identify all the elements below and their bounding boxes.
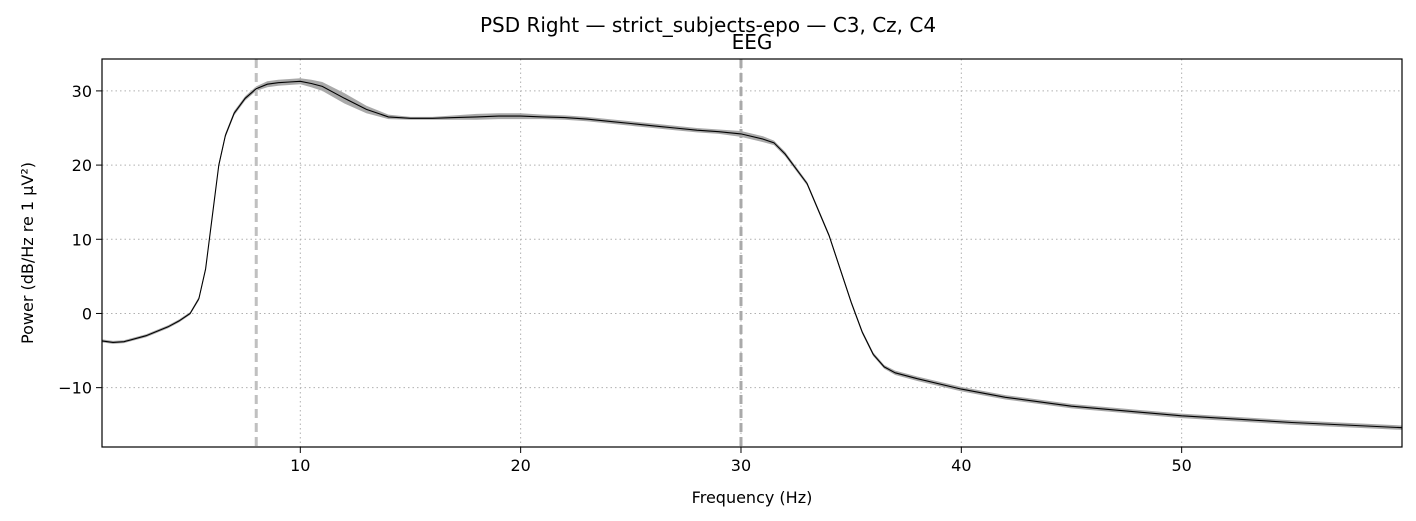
axes-title: EEG xyxy=(732,30,773,54)
y-axis-label: Power (dB/Hz re 1 µV²) xyxy=(18,162,37,344)
y-tick-label: 30 xyxy=(72,82,92,101)
x-tick-label: 10 xyxy=(290,456,310,475)
y-axis-ticks: −10 0 10 20 30 xyxy=(58,82,102,398)
figure-suptitle: PSD Right — strict_subjects-epo — C3, Cz… xyxy=(480,13,936,37)
x-tick-label: 40 xyxy=(951,456,971,475)
y-tick-label: 10 xyxy=(72,230,92,249)
axes-frame xyxy=(101,58,1403,448)
y-tick-label: 20 xyxy=(72,156,92,175)
y-tick-label: −10 xyxy=(58,379,92,398)
x-tick-label: 30 xyxy=(731,456,751,475)
x-axis-ticks: 10 20 30 40 50 xyxy=(290,447,1192,475)
frequency-band-markers xyxy=(254,59,743,447)
y-tick-label: 0 xyxy=(82,304,92,323)
x-tick-label: 50 xyxy=(1171,456,1191,475)
x-tick-label: 20 xyxy=(510,456,530,475)
x-axis-label: Frequency (Hz) xyxy=(692,488,813,507)
plot-area xyxy=(101,58,1403,448)
grid-lines xyxy=(102,59,1402,447)
power-mean-line xyxy=(101,80,1403,429)
power-std-band xyxy=(102,78,1402,430)
